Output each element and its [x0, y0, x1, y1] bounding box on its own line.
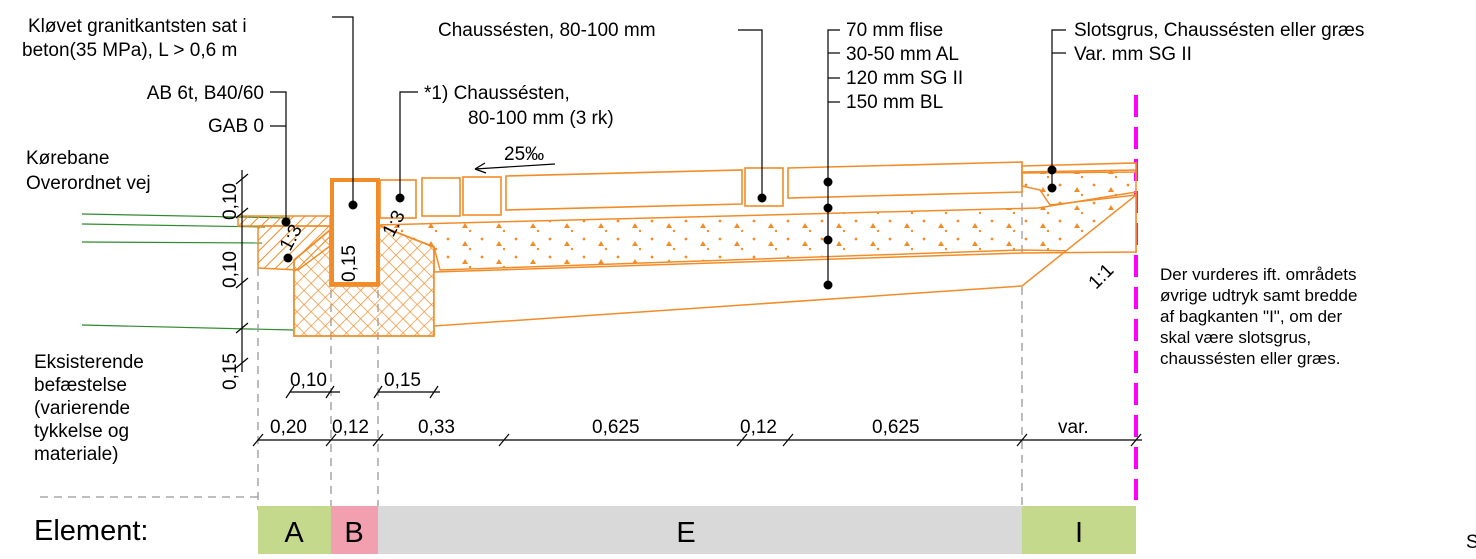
- dim-width-a: 0,20: [270, 417, 307, 438]
- paving-stones: [379, 161, 1137, 219]
- dim-small-2: 0,15: [384, 370, 421, 391]
- dim-width-b: 0,12: [332, 417, 369, 438]
- label-slotsgrus-line1: Slotsgrus, Chaussésten eller græs: [1074, 20, 1364, 41]
- label-layer-flise: 70 mm flise: [846, 20, 943, 41]
- label-layer-sg: 120 mm SG II: [846, 68, 963, 89]
- dim-width-e3: 0,12: [740, 417, 777, 438]
- dim-width-e4: 0,625: [872, 417, 920, 438]
- svg-text:skal være slotsgrus,: skal være slotsgrus,: [1160, 328, 1311, 347]
- label-slope-permille: 25‰: [504, 144, 544, 165]
- svg-text:af bagkanten "I", om der: af bagkanten "I", om der: [1160, 307, 1343, 326]
- slope-arrow-icon: [474, 162, 487, 174]
- label-asphalt-line2: GAB 0: [208, 116, 264, 137]
- label-korebane-line1: Kørebane: [26, 148, 109, 169]
- dim-vertical-1: 0,10: [220, 183, 241, 220]
- label-korebane-line2: Overordnet vej: [26, 173, 151, 194]
- clipped-label: S: [1466, 532, 1476, 553]
- svg-text:Der vurderes ift. områdets: Der vurderes ift. områdets: [1160, 265, 1357, 284]
- svg-text:chaussésten eller græs.: chaussésten eller græs.: [1160, 349, 1340, 368]
- svg-text:Eksisterende: Eksisterende: [34, 352, 144, 373]
- element-i-cell: [1022, 506, 1136, 554]
- label-kantsten-line2: beton(35 MPa), L > 0,6 m: [22, 40, 237, 61]
- reference-dashed-lines: [40, 175, 1023, 510]
- dim-small-1: 0,10: [290, 370, 327, 391]
- element-b-label: B: [344, 517, 363, 549]
- element-a-label: A: [284, 517, 304, 549]
- label-layer-al: 30-50 mm AL: [846, 44, 959, 65]
- label-slotsgrus-line2: Var. mm SG II: [1074, 44, 1192, 65]
- svg-text:materiale): materiale): [34, 444, 118, 465]
- label-layer-bl: 150 mm BL: [846, 92, 943, 113]
- dim-curb-height: 0,15: [339, 245, 360, 282]
- vertical-dimension-line: [235, 170, 249, 372]
- small-dimension-lines: [285, 385, 440, 399]
- svg-text:tykkelse og: tykkelse og: [34, 421, 129, 442]
- svg-text:øvrige udtryk samt bredde: øvrige udtryk samt bredde: [1160, 286, 1357, 305]
- element-b-cell: [331, 506, 378, 554]
- granite-curb: [330, 178, 380, 286]
- element-title: Element:: [34, 515, 148, 547]
- label-kantsten-line1: Kløvet granitkantsten sat i: [28, 16, 247, 37]
- dim-vertical-2: 0,10: [220, 251, 241, 288]
- label-chaussesten-top: Chaussésten, 80-100 mm: [438, 20, 656, 41]
- width-dimension-line: [252, 433, 1142, 447]
- slotsgrus-area: [1021, 169, 1137, 206]
- element-bar: A B E I: [258, 506, 1136, 554]
- dim-width-e2: 0,625: [592, 417, 640, 438]
- ratio-label-slope: 1:1: [1085, 260, 1119, 294]
- note-text: Der vurderes ift. områdets øvrige udtryk…: [1160, 265, 1357, 368]
- dim-width-var: var.: [1058, 417, 1089, 438]
- dim-width-e1: 0,33: [418, 417, 455, 438]
- dim-vertical-3: 0,15: [220, 353, 241, 390]
- leader-dots: [281, 165, 1057, 290]
- label-chaussesten-rk-line2: 80-100 mm (3 rk): [468, 108, 614, 129]
- svg-text:(varierende: (varierende: [34, 398, 130, 419]
- label-chaussesten-rk-line1: *1) Chaussésten,: [424, 83, 570, 104]
- label-asphalt-line1: AB 6t, B40/60: [147, 83, 264, 104]
- element-e-cell: [378, 506, 1022, 554]
- element-i-label: I: [1075, 517, 1083, 549]
- leader-lines: [270, 16, 1066, 285]
- svg-text:befæstelse: befæstelse: [34, 375, 127, 396]
- element-e-label: E: [676, 517, 695, 549]
- label-eksisterende: Eksisterende befæstelse (varierende tykk…: [34, 352, 144, 465]
- element-a-cell: [258, 506, 331, 554]
